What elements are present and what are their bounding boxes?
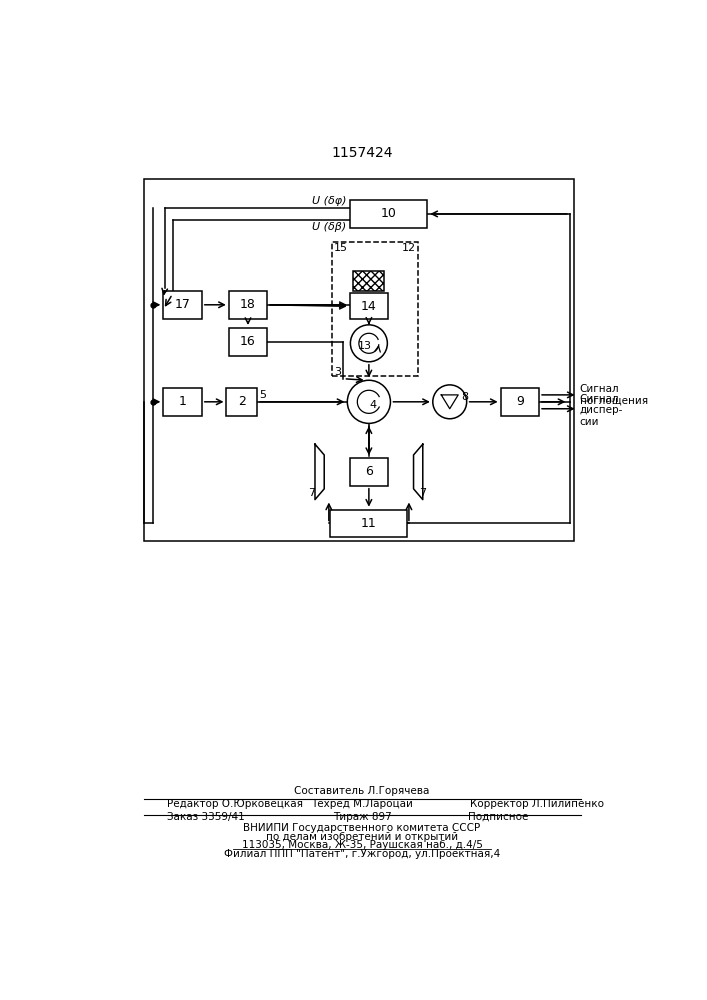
Text: 11: 11 bbox=[361, 517, 377, 530]
Bar bbox=[501, 388, 539, 416]
Bar bbox=[229, 291, 267, 319]
Text: Подписное: Подписное bbox=[468, 812, 528, 822]
Circle shape bbox=[433, 385, 467, 419]
Text: 10: 10 bbox=[381, 207, 397, 220]
Text: 16: 16 bbox=[240, 335, 256, 348]
Text: 13: 13 bbox=[358, 341, 372, 351]
Text: 17: 17 bbox=[175, 298, 190, 311]
Text: 5: 5 bbox=[259, 390, 266, 400]
Bar bbox=[354, 271, 385, 291]
Text: 1157424: 1157424 bbox=[331, 146, 392, 160]
Bar bbox=[163, 388, 201, 416]
Text: по делам изобретений и открытий: по делам изобретений и открытий bbox=[266, 832, 458, 842]
Text: Техред М.Лароцай: Техред М.Лароцай bbox=[311, 799, 413, 809]
Text: 15: 15 bbox=[334, 243, 349, 253]
Text: U (δφ): U (δφ) bbox=[312, 196, 346, 206]
Bar bbox=[330, 510, 407, 537]
Bar bbox=[332, 242, 418, 376]
Bar bbox=[350, 458, 388, 486]
Text: 4: 4 bbox=[369, 400, 376, 410]
Text: Редактор О.Юрковецкая: Редактор О.Юрковецкая bbox=[167, 799, 303, 809]
Polygon shape bbox=[414, 444, 423, 500]
Bar bbox=[144, 179, 573, 541]
Polygon shape bbox=[315, 444, 325, 500]
Text: Сигнал
поглощения: Сигнал поглощения bbox=[580, 384, 648, 406]
Text: U (δβ): U (δβ) bbox=[312, 222, 346, 232]
Bar bbox=[163, 291, 201, 319]
Text: Заказ 3359/41: Заказ 3359/41 bbox=[167, 812, 245, 822]
Bar bbox=[350, 293, 388, 319]
Text: 9: 9 bbox=[516, 395, 524, 408]
Text: 12: 12 bbox=[402, 243, 416, 253]
Text: 1: 1 bbox=[179, 395, 187, 408]
Circle shape bbox=[347, 380, 390, 423]
Text: 7: 7 bbox=[308, 488, 315, 498]
Text: ВНИИПИ Государственного комитета СССР: ВНИИПИ Государственного комитета СССР bbox=[243, 823, 481, 833]
Text: 8: 8 bbox=[461, 392, 469, 402]
Bar bbox=[229, 328, 267, 356]
Text: 2: 2 bbox=[238, 395, 246, 408]
Text: Составитель Л.Горячева: Составитель Л.Горячева bbox=[294, 786, 430, 796]
Text: 3: 3 bbox=[334, 367, 341, 377]
Text: Корректор Л.Пилипенко: Корректор Л.Пилипенко bbox=[469, 799, 604, 809]
Bar bbox=[226, 388, 257, 416]
Text: 14: 14 bbox=[361, 300, 377, 313]
Text: Сигнал
диспер-
сии: Сигнал диспер- сии bbox=[580, 394, 624, 427]
Text: Тираж 897: Тираж 897 bbox=[332, 812, 392, 822]
Bar bbox=[351, 200, 428, 228]
Text: 113035, Москва, Ж-35, Раушская наб., д.4/5: 113035, Москва, Ж-35, Раушская наб., д.4… bbox=[242, 840, 482, 850]
Text: Филиал ППП "Патент", г.Ужгород, ул.Проектная,4: Филиал ППП "Патент", г.Ужгород, ул.Проек… bbox=[224, 849, 500, 859]
Text: 6: 6 bbox=[365, 465, 373, 478]
Text: 18: 18 bbox=[240, 298, 256, 311]
Text: 7: 7 bbox=[419, 488, 426, 498]
